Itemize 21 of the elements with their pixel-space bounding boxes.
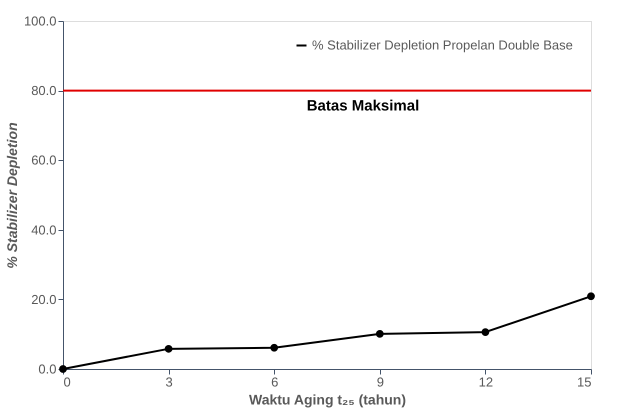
point [376, 330, 384, 338]
x-axis-title: Waktu Aging t₂₅ (tahun) [248, 392, 406, 408]
x-tick-label: 0 [64, 374, 71, 390]
x-tick-label: 9 [376, 374, 384, 390]
y-tick-label: 20.0 [31, 292, 56, 307]
point [270, 344, 278, 352]
x-tick-label: 3 [165, 374, 173, 390]
y-axis-title: % Stabilizer Depletion [4, 122, 20, 269]
point [587, 292, 595, 300]
y-tick-label: 60.0 [31, 152, 56, 168]
point [164, 344, 172, 353]
y-tick-label: 40.0 [31, 222, 56, 238]
y-tick-label: 100.0 [24, 14, 56, 28]
x-tick-label: 12 [478, 374, 494, 390]
point [482, 328, 490, 336]
x-tick-label: 6 [271, 374, 278, 390]
legend-label: % Stabilizer Depletion Propelan Double Base [312, 38, 573, 52]
y-tick-label: 80.0 [31, 83, 56, 98]
y-tick-label: 0.0 [38, 362, 56, 376]
x-tick-label: 15 [577, 374, 592, 390]
ref-line-label: Batas Maksimal [306, 98, 420, 115]
